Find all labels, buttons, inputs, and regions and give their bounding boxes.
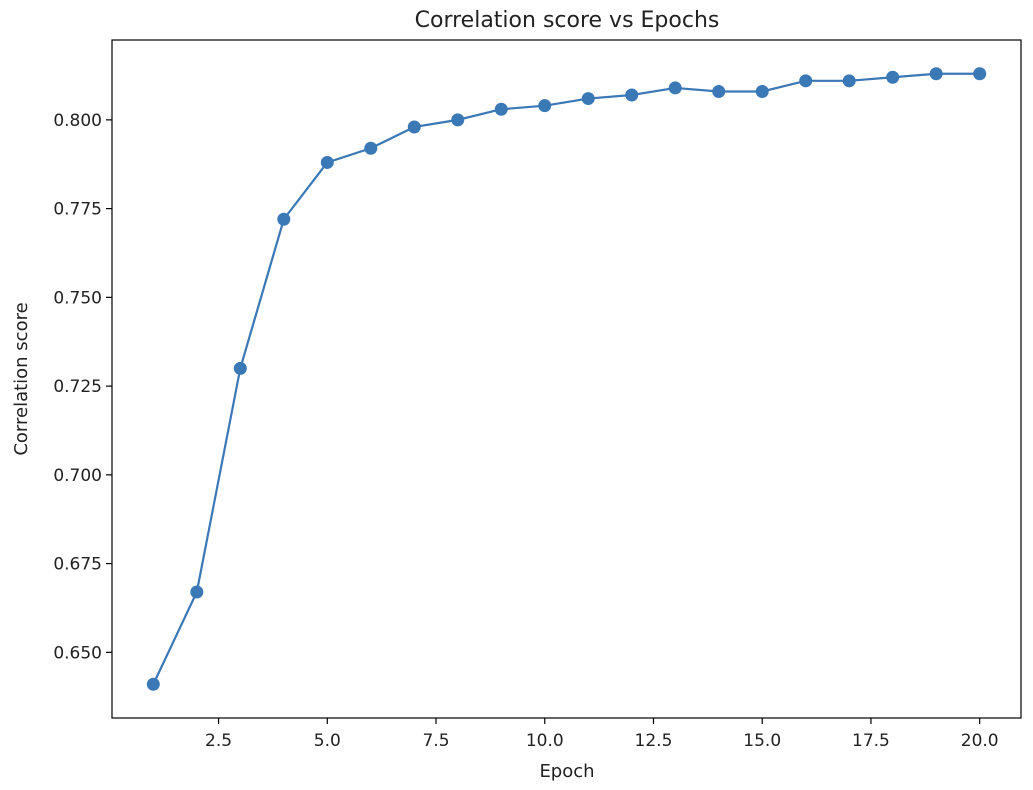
x-axis-label: Epoch [539, 761, 594, 782]
data-point [407, 120, 421, 134]
x-axis-ticks: 2.5 5.0 7.5 10.0 12.5 15.0 17.5 20.0 [205, 718, 999, 751]
y-axis-label: Correlation score [11, 302, 32, 455]
data-point [712, 84, 726, 98]
data-point [929, 67, 943, 81]
x-tick-label: 17.5 [852, 731, 890, 751]
data-point [538, 99, 552, 113]
data-point [842, 74, 856, 88]
x-tick-label: 20.0 [961, 731, 999, 751]
data-point [886, 70, 900, 84]
data-point [190, 585, 204, 599]
data-point [233, 361, 247, 375]
x-tick-label: 7.5 [422, 731, 449, 751]
data-point [364, 141, 378, 155]
y-axis-ticks: 0.650 0.675 0.700 0.725 0.750 0.775 0.800 [53, 111, 112, 663]
plot-area: 2.5 5.0 7.5 10.0 12.5 15.0 17.5 20.0 0.650 0.675… [53, 39, 1022, 751]
y-tick-label: 0.800 [53, 111, 102, 131]
y-tick-label: 0.700 [53, 466, 102, 486]
y-tick-label: 0.725 [53, 377, 102, 397]
data-point [973, 67, 987, 81]
data-point [277, 212, 291, 226]
y-tick-label: 0.750 [53, 288, 102, 308]
x-tick-label: 15.0 [743, 731, 781, 751]
data-point [799, 74, 813, 88]
data-point [668, 81, 682, 95]
data-point [146, 677, 160, 691]
data-point [755, 84, 769, 98]
data-point [625, 88, 639, 102]
data-point [494, 102, 508, 116]
series-line [152, 72, 980, 685]
y-tick-label: 0.650 [53, 643, 102, 663]
plot-frame [111, 39, 1022, 719]
x-tick-label: 12.5 [635, 731, 673, 751]
data-points [146, 67, 987, 691]
y-tick-label: 0.775 [53, 200, 102, 220]
x-tick-label: 2.5 [205, 731, 232, 751]
data-point [581, 92, 595, 106]
x-tick-label: 5.0 [314, 731, 341, 751]
data-point [320, 155, 334, 169]
y-tick-label: 0.675 [53, 555, 102, 575]
data-point [451, 113, 465, 127]
x-tick-label: 10.0 [526, 731, 564, 751]
chart-title: Correlation score vs Epochs [415, 8, 720, 33]
